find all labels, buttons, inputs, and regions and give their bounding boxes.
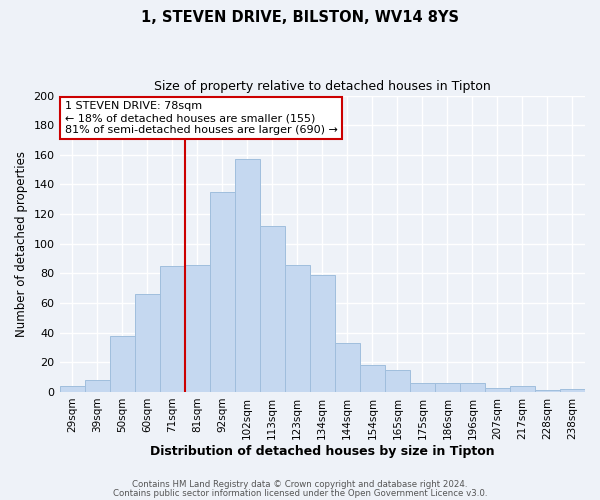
Bar: [209, 192, 235, 392]
Bar: [260, 226, 285, 392]
Bar: [435, 383, 460, 392]
Bar: [485, 388, 510, 392]
Bar: [134, 294, 160, 392]
Bar: [335, 343, 360, 392]
Bar: [185, 264, 209, 392]
Bar: [310, 275, 335, 392]
Text: 1, STEVEN DRIVE, BILSTON, WV14 8YS: 1, STEVEN DRIVE, BILSTON, WV14 8YS: [141, 10, 459, 25]
Bar: [410, 383, 435, 392]
Bar: [160, 266, 185, 392]
Bar: [460, 383, 485, 392]
Bar: [510, 386, 535, 392]
Text: Contains public sector information licensed under the Open Government Licence v3: Contains public sector information licen…: [113, 490, 487, 498]
Bar: [360, 366, 385, 392]
Bar: [560, 389, 585, 392]
Text: Contains HM Land Registry data © Crown copyright and database right 2024.: Contains HM Land Registry data © Crown c…: [132, 480, 468, 489]
Y-axis label: Number of detached properties: Number of detached properties: [15, 151, 28, 337]
X-axis label: Distribution of detached houses by size in Tipton: Distribution of detached houses by size …: [150, 444, 494, 458]
Bar: [285, 264, 310, 392]
Text: 1 STEVEN DRIVE: 78sqm
← 18% of detached houses are smaller (155)
81% of semi-det: 1 STEVEN DRIVE: 78sqm ← 18% of detached …: [65, 102, 338, 134]
Title: Size of property relative to detached houses in Tipton: Size of property relative to detached ho…: [154, 80, 491, 93]
Bar: [535, 390, 560, 392]
Bar: [110, 336, 134, 392]
Bar: [235, 160, 260, 392]
Bar: [385, 370, 410, 392]
Bar: [85, 380, 110, 392]
Bar: [59, 386, 85, 392]
